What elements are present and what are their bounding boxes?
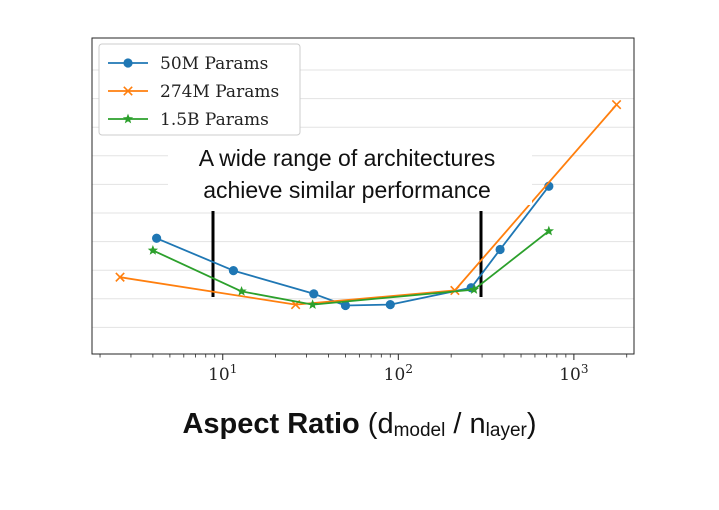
series-1-point [450, 285, 460, 296]
legend-label: 1.5B Params [160, 110, 269, 130]
x-axis-label-sub-model: model [393, 420, 446, 441]
legend-item-0: 50M Params [108, 54, 268, 74]
legend-item-2: 1.5B Params [108, 110, 269, 130]
x-minor-ticks [99, 354, 628, 358]
series-0-point [152, 233, 162, 243]
series-2-point [543, 225, 554, 236]
series-0-point [385, 300, 395, 310]
plot-frame [91, 37, 635, 355]
series-0-point [340, 300, 351, 311]
annotation-line-2: achieve similar performance [203, 177, 491, 203]
legend-label: 274M Params [160, 82, 279, 102]
series-2-point [307, 299, 318, 309]
annotation-line-1: A wide range of architectures [199, 145, 496, 171]
x-axis-label-open: (d [359, 408, 394, 440]
x-major-ticks: 101 102 103 [208, 354, 589, 385]
series-1-line [119, 104, 618, 306]
legend-item-1: 274M Params [108, 82, 279, 102]
legend-swatch-marker [123, 86, 133, 96]
series-1-point [611, 99, 622, 110]
x-axis-label-close: ) [526, 408, 537, 440]
x-axis-label-sub-layer: layer [485, 420, 527, 441]
legend-swatch-marker [123, 58, 133, 68]
annotation-brackets [211, 211, 483, 297]
x-tick-label: 101 [208, 362, 237, 385]
x-tick-label: 102 [384, 362, 413, 385]
legend: 50M Params 274M Params 1.5B Params [98, 43, 301, 136]
x-axis-label-middle: / n [445, 408, 486, 440]
legend-label: 50M Params [160, 54, 268, 74]
x-axis-label-main: Aspect Ratio [182, 408, 360, 440]
series-0-point [309, 289, 319, 299]
annotation: A wide range of architectures achieve si… [168, 143, 532, 205]
series-group [115, 99, 622, 311]
x-axis-label: Aspect Ratio (dmodel / nlayer) [0, 408, 719, 442]
x-tick-label: 103 [559, 362, 588, 385]
series-0-point [228, 266, 239, 276]
series-0-point [495, 244, 505, 255]
series-1-point [115, 272, 125, 282]
series-2-point [147, 245, 159, 255]
series-2 [147, 225, 554, 309]
series-2-point [236, 285, 247, 296]
series-2-point [468, 284, 480, 294]
legend-swatch-marker [122, 113, 134, 124]
legend-box [98, 43, 301, 136]
series-0-line [156, 185, 550, 307]
annotation-backdrop [168, 143, 532, 205]
